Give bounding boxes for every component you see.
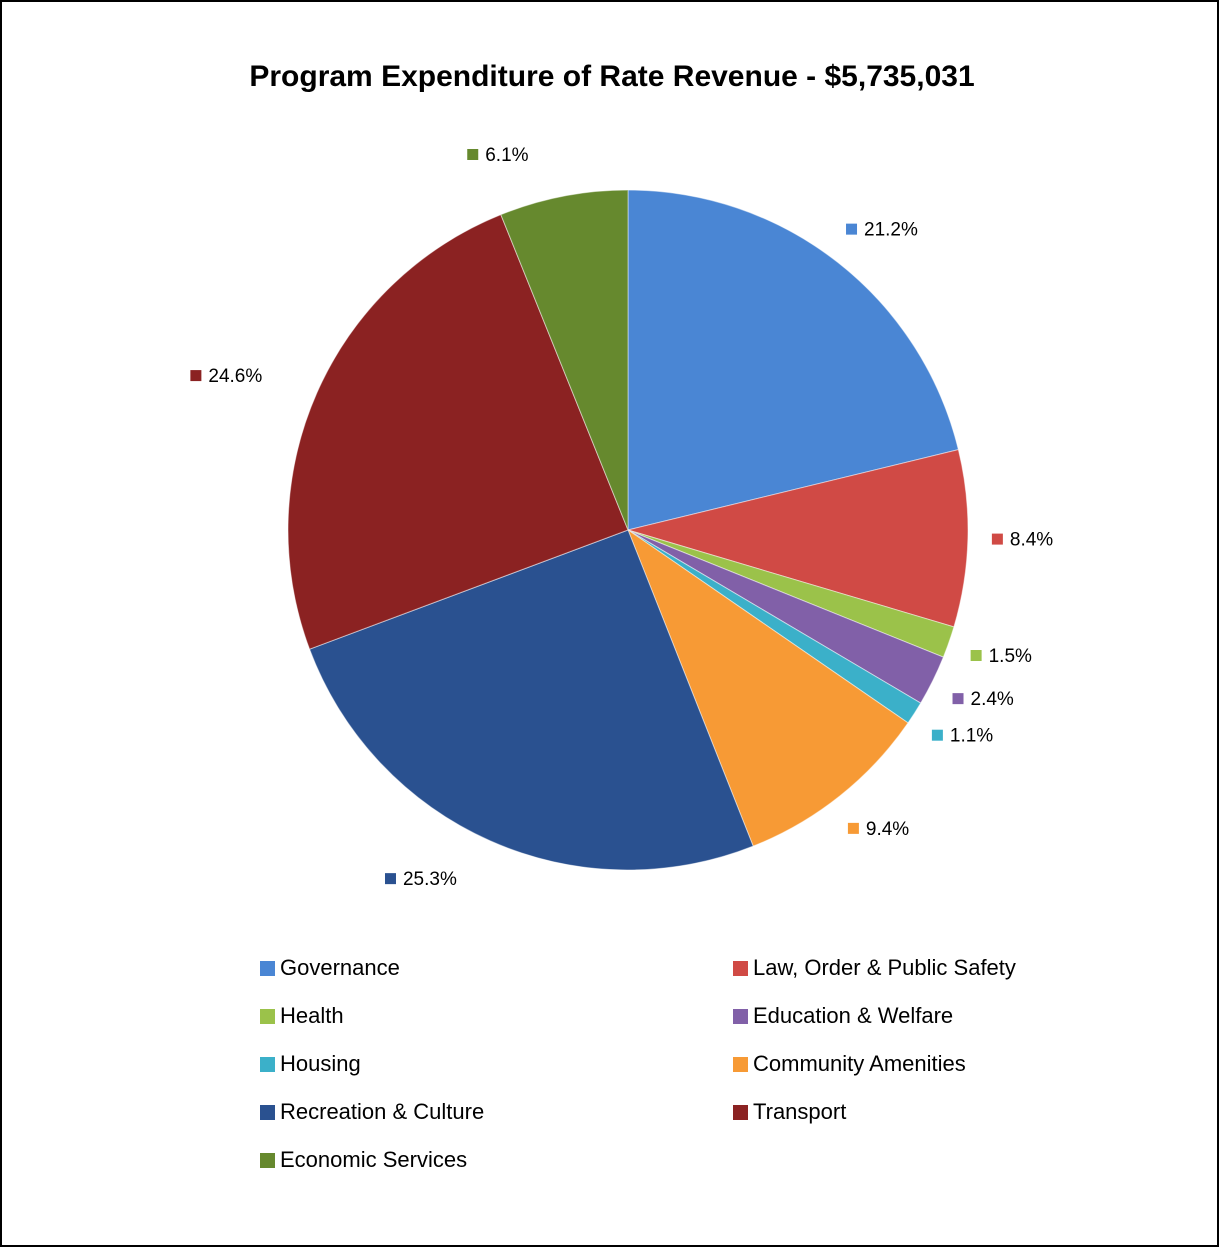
pie-slice	[287, 214, 629, 650]
legend-marker	[733, 1009, 748, 1024]
legend-label: Economic Services	[280, 1147, 467, 1172]
data-label-marker	[991, 533, 1003, 545]
legend-marker	[260, 1153, 275, 1168]
legend-label: Education & Welfare	[753, 1003, 953, 1028]
legend-marker	[733, 1057, 748, 1072]
legend-label: Community Amenities	[753, 1051, 966, 1076]
data-label: 6.1%	[485, 145, 528, 166]
legend-marker	[260, 1105, 275, 1120]
pie-slice	[626, 448, 969, 628]
data-label: 25.3%	[403, 869, 457, 890]
legend-label: Recreation & Culture	[280, 1099, 484, 1124]
legend-label: Health	[280, 1003, 344, 1028]
pie-slice	[308, 529, 754, 871]
chart-title: Program Expenditure of Rate Revenue - $5…	[249, 60, 974, 93]
data-label: 1.5%	[989, 646, 1032, 667]
data-label: 9.4%	[866, 819, 909, 840]
data-label-marker	[847, 822, 859, 834]
data-label-marker	[190, 370, 202, 382]
data-label-marker	[846, 223, 858, 235]
legend-marker	[733, 1105, 748, 1120]
data-label-marker	[952, 693, 964, 705]
data-label: 2.4%	[971, 689, 1014, 710]
legend-marker	[260, 1009, 275, 1024]
legend-label: Housing	[280, 1051, 361, 1076]
legend-label: Governance	[280, 955, 400, 980]
pie-slice	[500, 189, 629, 531]
data-label: 24.6%	[208, 366, 262, 387]
pie-slice	[626, 528, 909, 847]
data-label: 21.2%	[864, 220, 918, 241]
legend-marker	[733, 961, 748, 976]
data-label-marker	[384, 873, 396, 885]
legend-marker	[260, 1057, 275, 1072]
data-label: 8.4%	[1010, 530, 1053, 551]
data-label-marker	[467, 148, 479, 160]
legend-marker	[260, 961, 275, 976]
pie-slice	[627, 189, 959, 531]
data-label-marker	[970, 650, 982, 662]
legend-label: Law, Order & Public Safety	[753, 955, 1016, 980]
legend-label: Transport	[753, 1099, 846, 1124]
data-label-marker	[931, 729, 943, 741]
data-label: 1.1%	[950, 726, 993, 747]
